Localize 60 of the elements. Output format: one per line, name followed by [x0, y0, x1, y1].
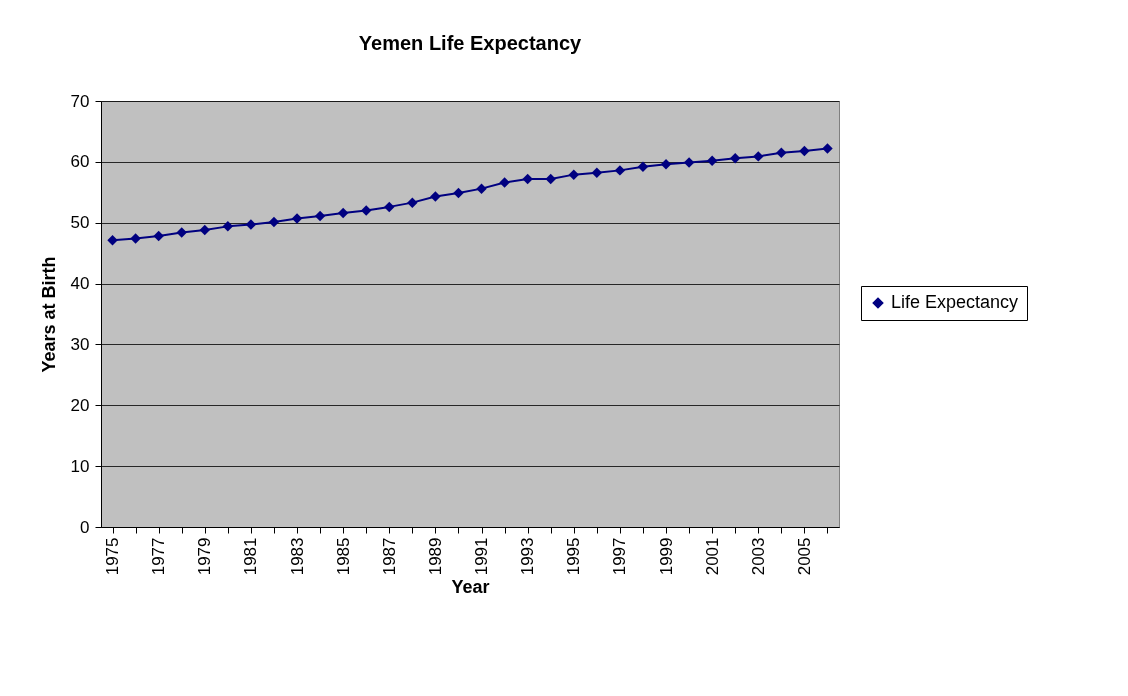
y-tick-label: 70	[70, 91, 90, 111]
point	[130, 233, 141, 244]
point	[568, 169, 580, 180]
point	[591, 167, 603, 179]
x-tick-label: 1981	[241, 537, 261, 576]
point	[453, 187, 464, 199]
point	[753, 151, 764, 162]
x-tick-label: 1997	[610, 537, 630, 576]
x-axis-title: Year	[451, 577, 490, 598]
point	[660, 159, 672, 170]
point	[430, 191, 441, 202]
point	[476, 183, 487, 194]
point	[176, 227, 187, 238]
legend-label: Life Expectancy	[891, 292, 1019, 312]
point	[822, 143, 833, 154]
y-tick-label: 10	[70, 456, 90, 476]
point	[776, 147, 787, 158]
point	[799, 145, 810, 157]
y-tick-label: 0	[80, 517, 90, 537]
y-tick-label: 50	[70, 213, 90, 233]
point	[107, 235, 118, 246]
point	[337, 207, 349, 219]
x-tick-label: 1977	[149, 537, 169, 576]
x-tick-label: 2001	[702, 537, 722, 576]
point	[314, 210, 326, 222]
y-axis-title: Years at Birth	[38, 256, 59, 373]
point	[268, 216, 280, 228]
x-tick-label: 2005	[794, 537, 814, 576]
point	[637, 161, 649, 172]
point	[407, 197, 418, 208]
point	[729, 152, 741, 164]
point	[522, 173, 533, 185]
x-tick-label: 1983	[287, 537, 307, 576]
y-tick-label: 60	[70, 152, 90, 172]
x-tick-label: 1999	[656, 537, 676, 576]
x-tick-label: 1991	[472, 537, 492, 576]
y-tick-label: 40	[70, 274, 90, 294]
point	[291, 213, 303, 224]
x-tick-label: 2003	[748, 537, 768, 576]
point	[153, 230, 164, 242]
x-tick-label: 1987	[379, 537, 399, 576]
x-tick-label: 1995	[564, 537, 584, 576]
x-tick-label: 1979	[195, 537, 215, 576]
y-tick-label: 30	[70, 334, 90, 354]
point	[545, 173, 556, 185]
point	[360, 205, 372, 216]
point	[706, 155, 718, 166]
x-tick-label: 1989	[425, 537, 445, 576]
x-tick-label: 1993	[518, 537, 538, 576]
x-tick-label: 1975	[103, 537, 123, 576]
y-tick-label: 20	[70, 395, 90, 415]
point	[222, 221, 234, 232]
x-tick-label: 1985	[333, 537, 353, 576]
point	[245, 219, 257, 230]
point	[199, 224, 211, 236]
point	[384, 201, 395, 213]
point	[614, 165, 626, 176]
chart-title: Yemen Life Expectancy	[358, 32, 583, 54]
point	[683, 157, 695, 168]
point	[499, 177, 510, 188]
